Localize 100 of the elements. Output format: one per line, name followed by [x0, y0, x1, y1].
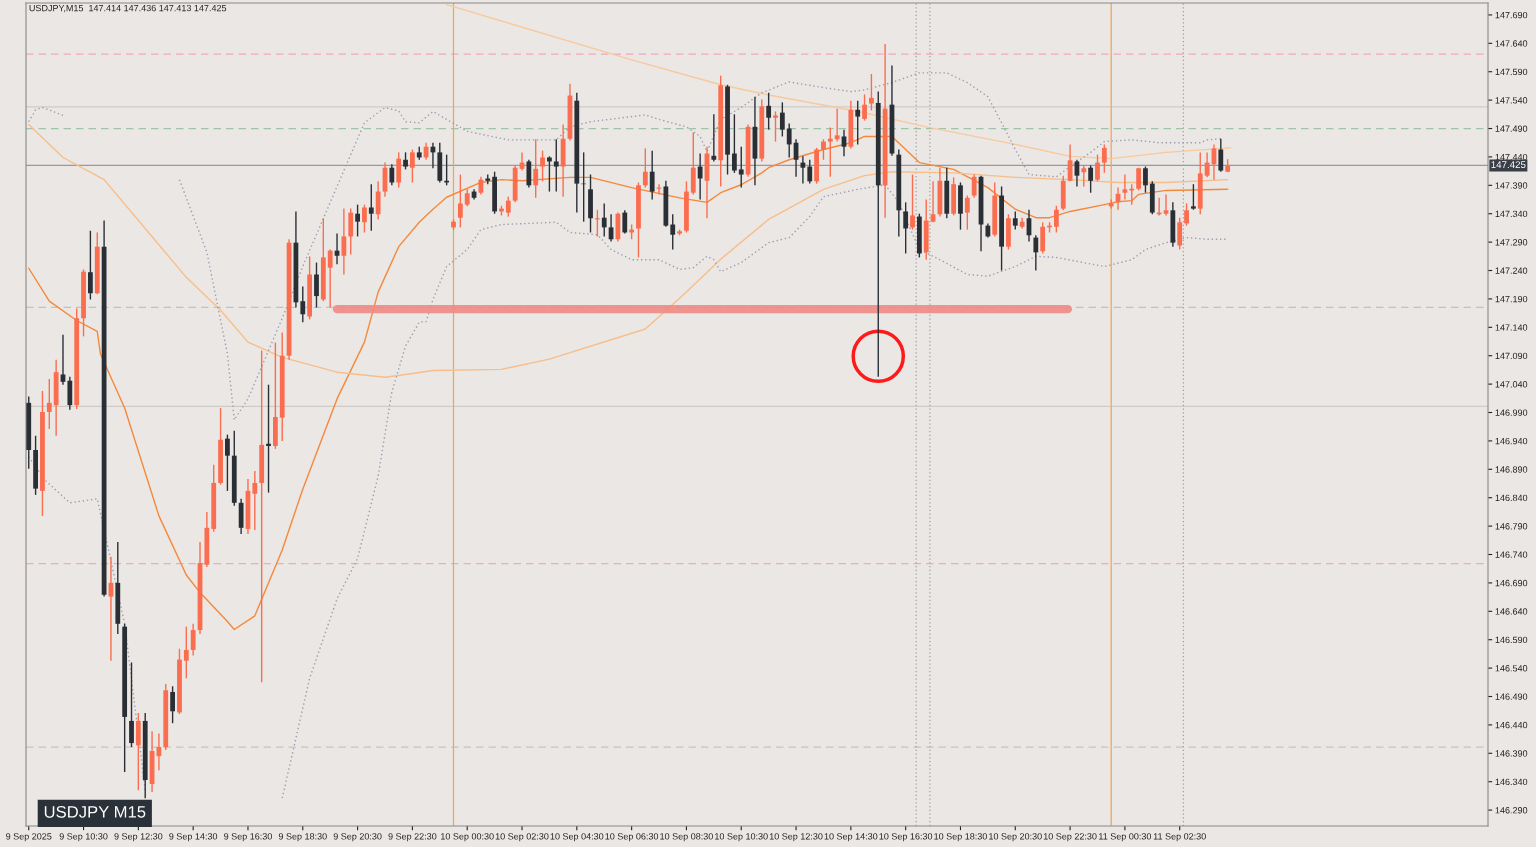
y-tick-label: 146.690	[1495, 579, 1528, 587]
candlestick	[738, 146, 744, 189]
y-tick-label: 146.590	[1495, 636, 1528, 644]
candlestick	[1012, 210, 1018, 231]
candlestick	[807, 159, 813, 185]
candlestick	[341, 207, 347, 276]
candlestick	[910, 173, 915, 231]
line-series	[445, 4, 1232, 160]
candlestick	[170, 685, 176, 724]
candlestick	[46, 378, 52, 430]
line-series	[28, 135, 1229, 631]
x-tick-label: 9 Sep 2025	[6, 833, 52, 842]
y-tick-label: 147.390	[1495, 182, 1528, 189]
candlestick	[88, 230, 93, 301]
candlestick	[773, 110, 778, 143]
y-tick-label: 146.540	[1495, 665, 1528, 672]
x-tick-label: 9 Sep 14:30	[169, 833, 218, 842]
y-tick-label: 147.240	[1495, 267, 1528, 274]
x-tick-label: 10 Sep 02:30	[495, 833, 549, 842]
y-tick-label: 146.890	[1495, 466, 1528, 473]
y-tick-label: 147.490	[1495, 125, 1528, 132]
candlestick	[314, 261, 319, 309]
y-tick-label: 147.540	[1495, 97, 1528, 104]
candlestick	[964, 194, 970, 231]
candlestick	[649, 149, 655, 201]
candlestick	[1088, 164, 1094, 194]
x-tick-label: 9 Sep 12:30	[114, 833, 163, 842]
y-tick-label: 147.290	[1495, 239, 1528, 246]
candlestick	[389, 163, 395, 187]
candlestick	[903, 201, 909, 255]
y-tick-label: 147.690	[1495, 11, 1528, 19]
candlestick	[766, 92, 772, 131]
y-tick-label: 146.640	[1495, 608, 1528, 615]
y-tick-label: 147.640	[1495, 40, 1528, 47]
y-tick-label: 147.090	[1495, 352, 1528, 360]
candlestick	[225, 433, 230, 492]
candlestick	[190, 623, 196, 657]
candlestick	[259, 349, 265, 683]
candlestick	[786, 122, 792, 159]
x-tick-label: 10 Sep 14:30	[824, 833, 878, 842]
candlestick	[1122, 173, 1128, 201]
x-tick-label: 10 Sep 08:30	[660, 833, 713, 842]
candlestick	[1191, 183, 1196, 211]
candlestick	[300, 285, 306, 323]
x-tick-label: 9 Sep 20:30	[333, 833, 382, 842]
y-tick-label: 147.590	[1495, 68, 1528, 76]
y-tick-label: 146.940	[1495, 437, 1528, 445]
candlestick	[1184, 202, 1189, 227]
candlestick	[971, 173, 977, 199]
y-tick-label: 147.440	[1495, 153, 1528, 161]
x-tick-label: 10 Sep 18:30	[934, 833, 987, 842]
x-tick-label: 10 Sep 06:30	[605, 833, 659, 842]
candlestick	[697, 152, 703, 201]
candlestick	[862, 93, 867, 122]
candlestick	[1095, 153, 1100, 183]
candlestick	[594, 209, 600, 238]
candlestick	[368, 183, 374, 232]
annotation: USDJPY,M15 147.414 147.436 147.413 147.425	[29, 4, 227, 13]
candlestick	[711, 113, 717, 163]
candlestick	[362, 203, 367, 234]
candlestick	[1143, 165, 1148, 194]
y-tick-label: 146.740	[1495, 551, 1528, 558]
candlestick	[601, 202, 607, 238]
candlestick	[540, 149, 545, 183]
candlestick	[396, 151, 402, 189]
candlestick	[183, 625, 189, 680]
x-tick-label: 10 Sep 16:30	[879, 833, 933, 842]
candlestick	[1163, 193, 1169, 217]
x-tick-label: 10 Sep 22:30	[1043, 833, 1097, 842]
x-tick-label: 10 Sep 12:30	[769, 833, 823, 842]
y-tick-label: 146.340	[1495, 778, 1528, 786]
candlestick	[1053, 205, 1059, 234]
x-tick-label: 11 Sep 00:30	[1099, 833, 1152, 842]
x-tick-label: 10 Sep 04:30	[550, 833, 604, 842]
candlestick	[1218, 138, 1224, 173]
candlestick	[129, 661, 134, 748]
candlestick	[355, 203, 360, 238]
candlestick	[821, 138, 826, 161]
candlestick	[827, 126, 833, 178]
candlestick	[869, 73, 874, 112]
candlestick	[375, 180, 381, 221]
candlestick	[1177, 217, 1183, 251]
candlestick	[526, 159, 532, 189]
y-tick-label: 146.990	[1495, 409, 1528, 416]
candlestick	[348, 207, 354, 256]
x-tick-label: 9 Sep 22:30	[388, 833, 437, 842]
candlestick	[60, 334, 66, 386]
y-tick-label: 146.840	[1495, 494, 1528, 502]
y-tick-label: 147.140	[1495, 324, 1528, 331]
candlestick	[622, 209, 628, 235]
candlestick	[252, 470, 258, 531]
annotation: USDJPY M15	[44, 805, 146, 818]
x-tick-label: 9 Sep 16:30	[224, 833, 272, 842]
y-tick-label: 146.290	[1495, 807, 1528, 814]
candlestick	[841, 128, 847, 158]
y-tick-label: 147.190	[1495, 295, 1528, 303]
x-tick-label: 10 Sep 20:30	[989, 833, 1042, 842]
candlestick	[642, 147, 648, 189]
y-tick-label: 147.340	[1495, 210, 1528, 218]
y-tick-label: 147.040	[1495, 381, 1528, 388]
